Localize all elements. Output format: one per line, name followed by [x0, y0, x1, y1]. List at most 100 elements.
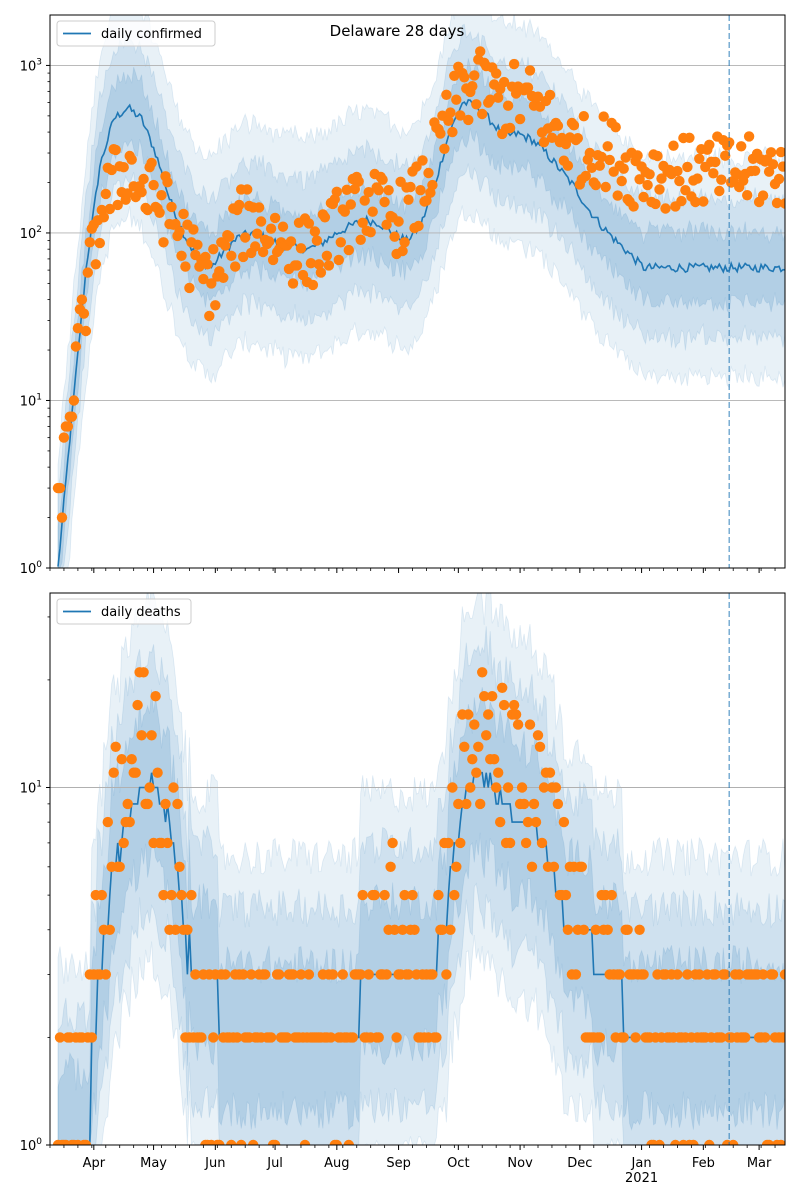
observed-point	[530, 816, 542, 828]
observed-point	[148, 179, 159, 191]
observed-point	[704, 1139, 715, 1145]
observed-point	[252, 228, 263, 239]
observed-point	[359, 195, 370, 206]
observed-point	[230, 261, 241, 272]
observed-point	[242, 184, 253, 195]
observed-point	[94, 237, 106, 249]
y-tick-label: 100	[20, 1137, 43, 1154]
observed-point	[265, 1032, 277, 1043]
observed-point	[146, 730, 157, 741]
observed-point	[526, 861, 538, 872]
observed-point	[357, 217, 368, 228]
observed-point	[777, 1032, 785, 1043]
observed-point	[174, 861, 185, 872]
observed-point	[578, 111, 589, 122]
observed-point	[381, 219, 392, 230]
observed-point	[232, 1032, 243, 1043]
observed-point	[451, 861, 462, 872]
observed-point	[246, 969, 257, 980]
observed-point	[142, 204, 153, 216]
observed-point	[765, 147, 777, 158]
observed-point	[455, 110, 466, 121]
observed-point	[379, 889, 390, 901]
observed-point	[208, 244, 219, 255]
observed-point	[224, 231, 235, 242]
observed-point	[240, 232, 251, 243]
observed-points	[52, 46, 785, 523]
observed-point	[445, 107, 456, 118]
x-tick-label: May	[140, 1156, 167, 1171]
observed-point	[152, 767, 163, 778]
observed-point	[343, 244, 354, 256]
observed-point	[463, 709, 474, 720]
observed-point	[158, 237, 169, 248]
observed-point	[459, 741, 470, 752]
observed-point	[273, 969, 285, 980]
observed-point	[672, 165, 683, 177]
observed-point	[759, 1032, 771, 1043]
observed-point	[616, 175, 627, 187]
observed-point	[491, 68, 502, 79]
observed-point	[321, 250, 333, 261]
observed-point	[331, 1139, 342, 1145]
observed-point	[311, 235, 323, 246]
observed-point	[749, 165, 761, 176]
observed-point	[421, 195, 432, 206]
observed-point	[572, 133, 583, 144]
observed-point	[70, 341, 82, 352]
observed-point	[172, 798, 183, 810]
observed-point	[56, 512, 68, 523]
observed-point	[353, 176, 364, 187]
observed-point	[110, 741, 121, 752]
observed-point	[510, 709, 522, 720]
observed-point	[618, 163, 629, 174]
observed-point	[72, 323, 84, 334]
observed-point	[504, 837, 516, 849]
observed-point	[68, 395, 80, 406]
observed-point	[176, 250, 187, 261]
observed-point	[632, 150, 643, 161]
observed-point	[544, 767, 556, 778]
observed-point	[570, 969, 582, 980]
chart-title: Delaware 28 days	[330, 22, 465, 40]
y-tick-label: 101	[20, 392, 42, 409]
x-tick-label: Aug	[324, 1156, 349, 1171]
observed-point	[108, 767, 119, 778]
observed-point	[363, 187, 374, 198]
observed-point	[524, 65, 536, 76]
observed-point	[773, 173, 785, 185]
observed-point	[204, 310, 215, 322]
observed-point	[253, 202, 265, 213]
observed-point	[192, 239, 203, 250]
observed-point	[206, 278, 217, 289]
observed-point	[285, 236, 297, 247]
observed-point	[614, 969, 625, 980]
observed-point	[106, 164, 117, 176]
observed-point	[236, 1139, 247, 1145]
observed-point	[435, 128, 446, 139]
observed-point	[309, 226, 321, 237]
observed-point	[708, 168, 719, 179]
observed-point	[238, 251, 249, 263]
observed-point	[415, 185, 426, 196]
observed-point	[423, 167, 434, 179]
observed-point	[355, 969, 366, 980]
observed-point	[319, 212, 331, 223]
observed-point	[110, 144, 121, 156]
x-tick-label: Feb	[692, 1156, 715, 1171]
observed-point	[124, 816, 135, 828]
observed-point	[339, 206, 350, 217]
observed-point	[255, 216, 267, 227]
observed-point	[522, 816, 534, 828]
observed-point	[710, 156, 721, 168]
observed-point	[76, 294, 88, 305]
observed-point	[303, 969, 315, 980]
observed-point	[477, 108, 488, 120]
band-80	[57, 626, 785, 1145]
observed-point	[690, 196, 701, 208]
observed-point	[202, 259, 213, 270]
observed-point	[130, 767, 141, 778]
observed-point	[100, 969, 112, 980]
observed-point	[427, 179, 438, 191]
